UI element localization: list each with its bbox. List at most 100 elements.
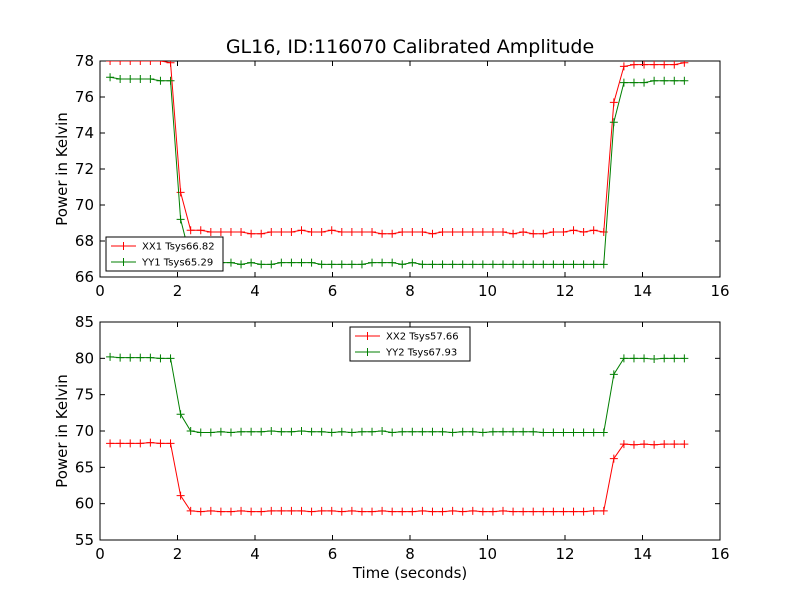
chart1-series-1-point bbox=[307, 228, 316, 236]
chart1-x-tick-label: 0 bbox=[95, 282, 105, 300]
chart2-series-1-point bbox=[126, 439, 135, 448]
chart2-series-2-point bbox=[478, 428, 487, 437]
chart2-series-1-point bbox=[680, 440, 689, 449]
chart2-series-2-point bbox=[136, 353, 145, 362]
chart2-series-1-point bbox=[589, 506, 598, 515]
chart1-series-2-point bbox=[569, 260, 578, 269]
chart1-series-1-point bbox=[509, 229, 518, 238]
chart2-series-1-point bbox=[438, 507, 447, 516]
chart2-series-2-point bbox=[156, 354, 165, 363]
chart1-x-tick-label: 2 bbox=[173, 282, 183, 300]
chart1-series-2-point bbox=[468, 260, 477, 269]
chart2-x-tick-label: 4 bbox=[250, 545, 260, 563]
chart2-series-1-point bbox=[640, 440, 649, 449]
chart2-series-1-point bbox=[650, 440, 659, 449]
chart1-series-1-point bbox=[660, 61, 669, 69]
chart1-series-1-point bbox=[559, 228, 568, 236]
chart2-series-2-point bbox=[619, 354, 628, 363]
chart1-series-2-point bbox=[166, 76, 175, 85]
chart1-series-2-point bbox=[448, 260, 457, 269]
chart1-series-1-point bbox=[247, 229, 256, 238]
chart1-series-2-point bbox=[579, 260, 588, 269]
chart2-series-1-point bbox=[357, 507, 366, 516]
chart2-series-1-point bbox=[237, 506, 246, 515]
chart2-series-2-point bbox=[226, 428, 235, 437]
chart2-series-2-point bbox=[599, 428, 608, 437]
chart1-series-1-point bbox=[267, 228, 276, 236]
chart2-series-2-point bbox=[237, 427, 246, 436]
chart2-series-1-point bbox=[499, 506, 507, 515]
chart1-series-1-point bbox=[388, 229, 397, 238]
chart2-series-1-point bbox=[458, 507, 467, 516]
chart1-legend-label-1: XX1 Tsys66.82 bbox=[142, 242, 215, 253]
chart2-legend-label-1: XX2 Tsys57.66 bbox=[386, 332, 459, 343]
chart2-series-1-point bbox=[216, 507, 225, 516]
chart2-series-1-point bbox=[277, 506, 286, 515]
chart1-series-1-point bbox=[398, 228, 407, 236]
chart2-series-2-line bbox=[110, 356, 685, 433]
chart2-series-1-point bbox=[327, 506, 336, 515]
chart1-series-2-point bbox=[509, 260, 518, 269]
chart1-y-tick-label: 78 bbox=[75, 52, 94, 70]
chart2-series-2-point bbox=[287, 427, 296, 436]
chart2-series-1-point bbox=[166, 439, 175, 448]
chart2-series-1-point bbox=[579, 507, 588, 516]
chart1-series-2-point bbox=[277, 258, 286, 267]
chart1-series-1-point bbox=[650, 61, 659, 69]
chart2-series-2-point bbox=[438, 427, 447, 436]
chart2-y-tick-label: 70 bbox=[75, 422, 94, 440]
chart2-y-tick-label: 55 bbox=[75, 531, 94, 549]
chart2-series-2-point bbox=[257, 427, 266, 436]
chart1-y-axis-label: Power in Kelvin bbox=[53, 112, 71, 226]
chart1-series-1-point bbox=[569, 226, 578, 235]
chart2-series-1-point bbox=[247, 507, 256, 516]
chart2-series-2-point bbox=[146, 353, 155, 362]
chart1-series-2-point bbox=[438, 260, 447, 269]
chart1-series-1-point bbox=[166, 61, 175, 67]
chart1-series-1-point bbox=[347, 228, 356, 236]
chart2-series-2-point bbox=[106, 352, 115, 361]
chart1-series-2-point bbox=[670, 76, 679, 85]
chart2-legend: XX2 Tsys57.66 YY2 Tsys67.93 bbox=[349, 326, 471, 362]
chart2-series-2-point bbox=[317, 427, 326, 436]
chart2-series-2-point bbox=[559, 428, 568, 437]
chart1-series-2-point bbox=[640, 78, 649, 87]
chart1-series-1-point bbox=[136, 61, 145, 65]
chart2-series-2-point bbox=[327, 428, 336, 437]
chart2-y-axis-label: Power in Kelvin bbox=[53, 374, 71, 488]
chart1-series-2-point bbox=[317, 260, 326, 269]
chart2-series-2-point bbox=[297, 427, 306, 435]
chart2-series-1-point bbox=[146, 438, 155, 447]
chart2-series-1-point bbox=[176, 491, 185, 500]
chart2-series-1-point bbox=[378, 506, 387, 515]
chart2-series-1-point bbox=[418, 506, 427, 515]
chart1-series-2-point bbox=[418, 260, 427, 269]
chart2-series-1-point bbox=[267, 506, 276, 515]
chart2-series-1-point bbox=[287, 506, 296, 515]
chart1-series-2-line bbox=[109, 76, 685, 265]
chart2-series-1-point bbox=[509, 507, 518, 516]
chart2-series-2-point bbox=[670, 354, 679, 363]
chart1-x-tick-label: 6 bbox=[328, 282, 338, 300]
chart2-series-1-point bbox=[619, 440, 628, 449]
chart1-series-1-point bbox=[126, 61, 135, 65]
chart2-series-1-point bbox=[519, 507, 528, 516]
chart2-x-tick-label: 2 bbox=[173, 545, 183, 563]
chart1-y-tick-label: 74 bbox=[75, 124, 94, 142]
chart1-data-area bbox=[106, 61, 689, 269]
chart1-series-2-point bbox=[156, 76, 165, 85]
chart2-x-tick-label: 0 bbox=[95, 545, 105, 563]
chart1-series-1-point bbox=[216, 228, 225, 236]
chart2-series-2-point bbox=[448, 428, 457, 437]
chart1-series-2-point bbox=[388, 258, 397, 267]
chart2-legend-box bbox=[349, 326, 471, 362]
chart2-data-area bbox=[106, 352, 689, 516]
chart2-series-2-point bbox=[589, 428, 598, 437]
chart2-series-1-point bbox=[408, 507, 417, 516]
chart2-series-2-point bbox=[529, 427, 538, 436]
chart2-series-1-point bbox=[670, 440, 679, 449]
chart2-series-1-point bbox=[317, 506, 326, 515]
chart2-series-2-point bbox=[126, 353, 135, 362]
chart1-series-1-point bbox=[206, 228, 215, 236]
